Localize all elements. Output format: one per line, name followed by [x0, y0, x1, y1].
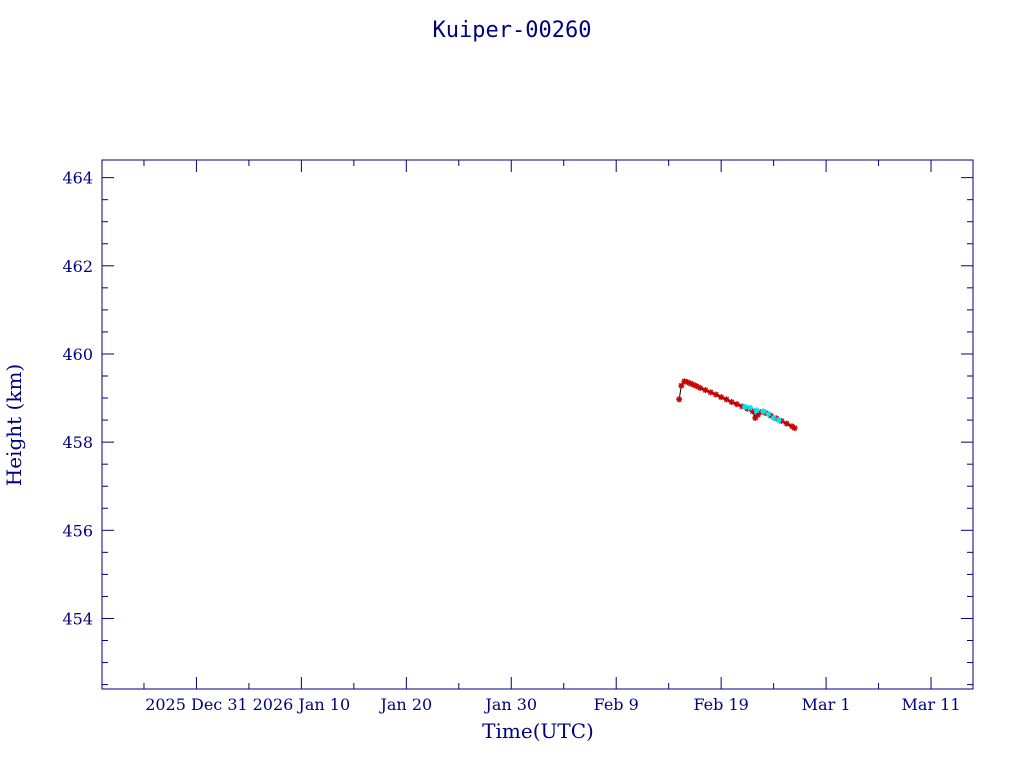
data-point: [718, 394, 725, 401]
data-point: [791, 425, 798, 432]
x-tick-label: Jan 30: [483, 695, 537, 714]
data-point: [728, 399, 735, 406]
x-tick-label: 2025 Dec 31: [145, 695, 248, 714]
x-tick-label: Feb 19: [693, 695, 748, 714]
data-point: [712, 391, 719, 398]
data-point: [741, 403, 748, 410]
data-point: [753, 407, 760, 414]
data-series: [676, 378, 798, 432]
y-axis-title: Height (km): [2, 364, 26, 486]
data-point: [765, 410, 772, 417]
x-tick-label: 2026 Jan 10: [253, 695, 351, 714]
data-point: [676, 396, 683, 403]
data-point: [702, 387, 709, 394]
y-tick-label: 456: [62, 521, 93, 540]
data-point: [707, 389, 714, 396]
y-tick-label: 460: [62, 345, 93, 364]
x-tick-label: Jan 20: [378, 695, 432, 714]
data-point: [733, 401, 740, 408]
data-point: [775, 417, 782, 424]
x-axis-title: Time(UTC): [482, 719, 594, 743]
y-tick-label: 454: [62, 609, 93, 628]
data-point: [760, 408, 767, 415]
y-axis: 454 456 458 460 462 464: [62, 169, 973, 686]
data-point: [723, 396, 730, 403]
data-point: [783, 420, 790, 427]
data-point: [697, 384, 704, 391]
y-tick-label: 464: [62, 169, 93, 188]
x-tick-label: Feb 9: [594, 695, 639, 714]
chart-title: Kuiper-00260: [433, 18, 592, 43]
data-point: [747, 404, 754, 411]
data-point: [770, 414, 777, 421]
data-point: [678, 382, 685, 389]
y-tick-label: 462: [62, 257, 93, 276]
x-tick-label: Mar 1: [802, 695, 851, 714]
y-tick-label: 458: [62, 433, 93, 452]
x-axis: 2025 Dec 31 2026 Jan 10 Jan 20 Jan 30 Feb 9 F…: [143, 160, 961, 714]
plot-frame: [101, 159, 974, 690]
x-tick-label: Mar 11: [902, 695, 961, 714]
